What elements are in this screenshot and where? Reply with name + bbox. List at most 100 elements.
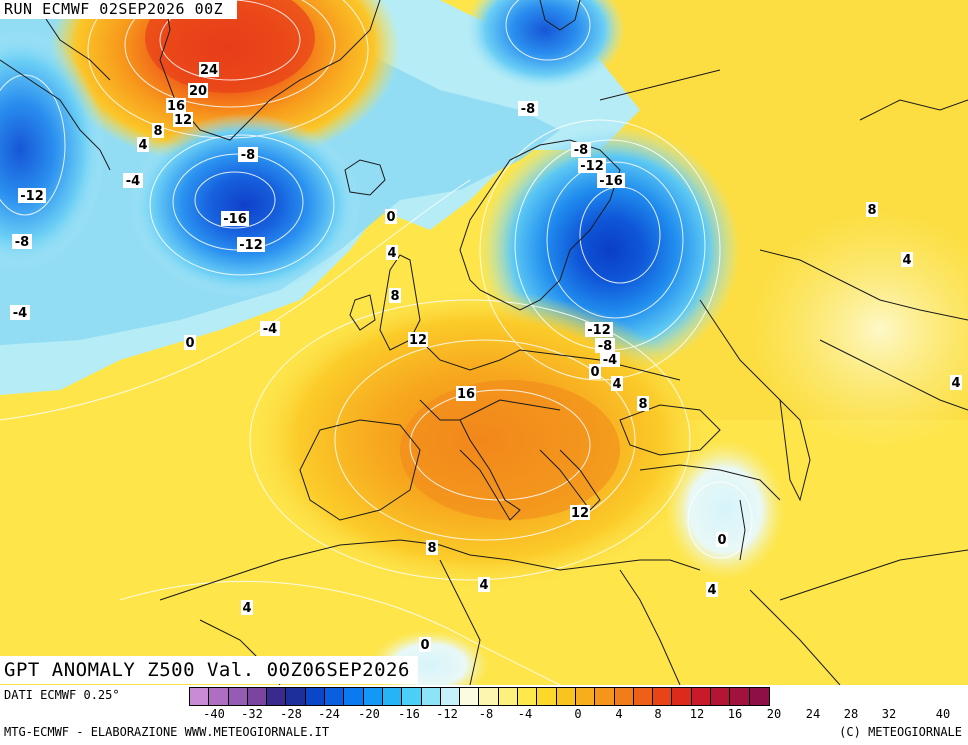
scale-swatch [421, 688, 441, 705]
scale-swatch [749, 688, 769, 705]
coastlines [0, 0, 968, 685]
contour-label-box [866, 202, 878, 217]
scale-swatch [460, 688, 480, 705]
contour-label: 4 [387, 246, 396, 261]
contour-label-box [237, 237, 265, 252]
contour-label-box [184, 335, 196, 350]
contour-label-box [152, 123, 164, 138]
scale-swatch [730, 688, 750, 705]
scale-swatch [209, 688, 229, 705]
scale-swatch [440, 688, 461, 705]
scale-tick: -12 [436, 707, 458, 721]
contour-label: 4 [951, 376, 960, 391]
contour-label: -16 [599, 174, 623, 189]
contour-label: 4 [707, 583, 716, 598]
footer: DATI ECMWF 0.25° -40 -32 -28 -24 -20 -16 -12 -8… [0, 685, 968, 745]
contour-label-box [419, 637, 431, 652]
scale-swatch [653, 688, 673, 705]
contour-label-box [18, 188, 46, 203]
contour-label-box [166, 98, 186, 113]
map-title: GPT ANOMALY Z500 Val. 00Z06SEP2026 [0, 656, 418, 684]
contour-label-box [478, 577, 490, 592]
contour-label-box [238, 147, 258, 162]
scale-swatch [595, 688, 615, 705]
contour-labels: 2420161284-4-12-8-4-8-16-12-8-8-12-16048… [10, 62, 962, 653]
contour-label-box [260, 321, 280, 336]
credit-left: MTG-ECMWF - ELABORAZIONE WWW.METEOGIORNA… [4, 725, 330, 739]
contour-label-box [173, 112, 193, 127]
scale-swatch [402, 688, 422, 705]
contour-label-box [456, 386, 476, 401]
scale-tick: 8 [654, 707, 662, 721]
scale-swatch [518, 688, 538, 705]
data-source-label: DATI ECMWF 0.25° [4, 688, 120, 702]
scale-tick: -24 [318, 707, 340, 721]
scale-tick: 20 [766, 707, 782, 721]
scale-swatch [363, 688, 383, 705]
scale-tick: -20 [358, 707, 380, 721]
contour-label-box [706, 582, 718, 597]
scale-swatch [556, 688, 576, 705]
contour-label-box [600, 352, 620, 367]
contour-label: 8 [153, 124, 162, 139]
contour-label: 16 [457, 387, 475, 402]
contour-label: 8 [390, 289, 399, 304]
run-label: RUN ECMWF 02SEP2026 00Z [0, 0, 238, 19]
contour-label: -12 [587, 323, 611, 338]
contour-label: 0 [386, 210, 395, 225]
scale-swatch [382, 688, 403, 705]
contour-label-box [571, 142, 591, 157]
contour-label-box [585, 322, 613, 337]
greenland-core [145, 0, 315, 93]
contour-label: 20 [189, 84, 207, 99]
contour-label: -8 [241, 148, 255, 163]
scale-swatch [711, 688, 731, 705]
scale-swatch [537, 688, 557, 705]
scale-tick: 28 [843, 707, 859, 721]
contour-label: -12 [239, 238, 263, 253]
contour-label-box [950, 375, 962, 390]
arctic-low [465, 0, 625, 90]
contour-label-box [408, 332, 428, 347]
scale-tick: 40 [935, 707, 951, 721]
contour-label-box [578, 158, 606, 173]
contour-label-box [570, 505, 590, 520]
contour-label: -8 [598, 339, 612, 354]
scale-swatch [325, 688, 345, 705]
contour-label: 4 [242, 601, 251, 616]
contour-label-box [518, 101, 538, 116]
contour-label-box [595, 338, 615, 353]
contour-label-box [716, 532, 728, 547]
west-low [0, 30, 105, 270]
color-scale [189, 687, 770, 706]
scale-tick: 4 [615, 707, 623, 721]
atlantic-low [130, 113, 360, 297]
scale-tick: -16 [398, 707, 420, 721]
contour-label: -4 [126, 174, 140, 189]
contour-label: 4 [138, 138, 147, 153]
contour-label: 0 [717, 533, 726, 548]
cyprus-pale [665, 440, 785, 580]
contour-label: -16 [223, 212, 247, 227]
contour-label: -4 [13, 306, 27, 321]
scale-tick: -4 [517, 707, 533, 721]
contour-label-box [10, 305, 30, 320]
contour-label-box [386, 245, 398, 260]
scale-tick: -28 [280, 707, 302, 721]
scale-tick: 16 [727, 707, 743, 721]
scale-tick: -8 [478, 707, 494, 721]
anomaly-map: 2420161284-4-12-8-4-8-16-12-8-8-12-16048… [0, 0, 968, 685]
contour-label-box [589, 364, 601, 379]
scale-tick: 32 [881, 707, 897, 721]
contour-label: 4 [612, 377, 621, 392]
contour-label: -12 [580, 159, 604, 174]
europe-core [400, 380, 620, 520]
contour-label: 0 [185, 336, 194, 351]
scale-swatch [228, 688, 248, 705]
scale-swatch [479, 688, 499, 705]
contour-label-box [426, 540, 438, 555]
scale-tick: 12 [689, 707, 705, 721]
scale-swatch [286, 688, 306, 705]
contour-label: -8 [15, 235, 29, 250]
contour-label: 8 [427, 541, 436, 556]
